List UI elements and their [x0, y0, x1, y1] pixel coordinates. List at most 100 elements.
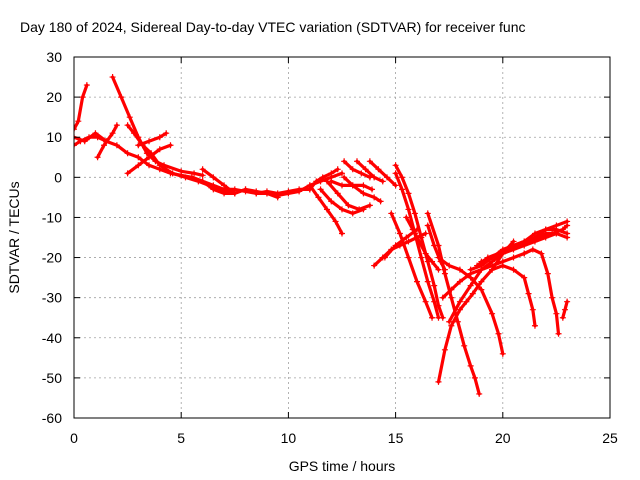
data-point — [469, 290, 476, 297]
data-point — [399, 174, 406, 181]
data-point — [199, 166, 206, 173]
data-point — [456, 266, 463, 273]
series-t38 — [531, 218, 571, 241]
series-line — [436, 239, 516, 384]
data-point — [188, 174, 195, 181]
data-point — [296, 186, 303, 193]
series-line — [394, 171, 441, 320]
data-point — [448, 322, 455, 329]
data-point — [360, 182, 367, 189]
data-point — [431, 242, 438, 249]
data-point — [79, 94, 86, 101]
data-point — [349, 210, 356, 217]
y-tick-label: -30 — [42, 290, 62, 306]
series-t8 — [135, 130, 170, 149]
data-point — [489, 310, 496, 317]
data-point — [124, 150, 131, 157]
data-point — [411, 210, 418, 217]
data-point — [124, 122, 131, 129]
series-line — [389, 211, 434, 320]
y-tick-label: 20 — [46, 89, 62, 105]
series-t39 — [559, 298, 571, 321]
data-point — [555, 330, 562, 337]
data-point — [360, 190, 367, 197]
series-t4 — [94, 122, 120, 161]
data-point — [529, 306, 536, 313]
series-line — [368, 159, 398, 187]
data-point — [441, 346, 448, 353]
series-t19 — [354, 158, 386, 185]
series-t35 — [478, 230, 571, 265]
y-tick-label: -20 — [42, 250, 62, 266]
data-point — [521, 242, 528, 249]
data-point — [403, 234, 410, 241]
data-point — [156, 134, 163, 141]
data-point — [489, 254, 496, 261]
data-point — [553, 310, 560, 317]
data-point — [146, 162, 153, 169]
data-point — [75, 118, 82, 125]
data-point — [313, 178, 320, 185]
y-tick-label: -40 — [42, 330, 62, 346]
data-point — [467, 266, 474, 273]
data-point — [146, 138, 153, 145]
series-line — [426, 223, 447, 272]
data-point — [418, 254, 425, 261]
data-point — [531, 234, 538, 241]
data-point — [525, 290, 532, 297]
data-point — [156, 162, 163, 169]
data-point — [405, 254, 412, 261]
data-point — [448, 294, 455, 301]
series-line — [136, 131, 168, 147]
y-tick-label: 30 — [46, 49, 62, 65]
data-point — [392, 182, 399, 189]
data-point — [381, 254, 388, 261]
data-point — [489, 266, 496, 273]
data-point — [467, 282, 474, 289]
series-line — [95, 123, 119, 159]
data-point — [429, 314, 436, 321]
data-point — [94, 154, 101, 161]
data-point — [319, 174, 326, 181]
data-point — [379, 178, 386, 185]
data-point — [306, 182, 313, 189]
data-point — [341, 158, 348, 165]
data-point — [156, 146, 163, 153]
y-tick-label: -50 — [42, 370, 62, 386]
data-point — [317, 186, 324, 193]
grid-lines — [74, 57, 610, 418]
series-t25 — [388, 210, 436, 321]
series-t23 — [392, 162, 446, 321]
data-point — [371, 262, 378, 269]
data-point — [375, 166, 382, 173]
data-point — [435, 254, 442, 261]
data-point — [163, 130, 170, 137]
data-point — [285, 188, 292, 195]
data-point — [358, 170, 365, 177]
data-point — [253, 190, 260, 197]
y-axis-label: SDTVAR / TECUs — [6, 181, 22, 293]
chart-title: Day 180 of 2024, Sidereal Day-to-day VTE… — [20, 19, 526, 35]
data-point — [199, 178, 206, 185]
data-point — [448, 286, 455, 293]
data-point — [431, 298, 438, 305]
data-point — [94, 134, 101, 141]
data-point — [109, 74, 116, 81]
data-point — [339, 182, 345, 189]
data-point — [424, 210, 431, 217]
data-point — [388, 210, 395, 217]
data-point — [456, 306, 463, 313]
data-point — [113, 122, 120, 129]
data-point — [521, 250, 528, 257]
data-point — [424, 222, 431, 229]
data-point — [441, 266, 448, 273]
series-t37 — [521, 246, 562, 337]
data-point — [274, 190, 281, 197]
data-point — [510, 254, 517, 261]
data-point — [341, 174, 348, 181]
data-point — [471, 374, 478, 381]
series-line — [533, 219, 569, 240]
data-point — [531, 322, 538, 329]
data-point — [328, 170, 335, 177]
series-t24 — [392, 170, 442, 321]
